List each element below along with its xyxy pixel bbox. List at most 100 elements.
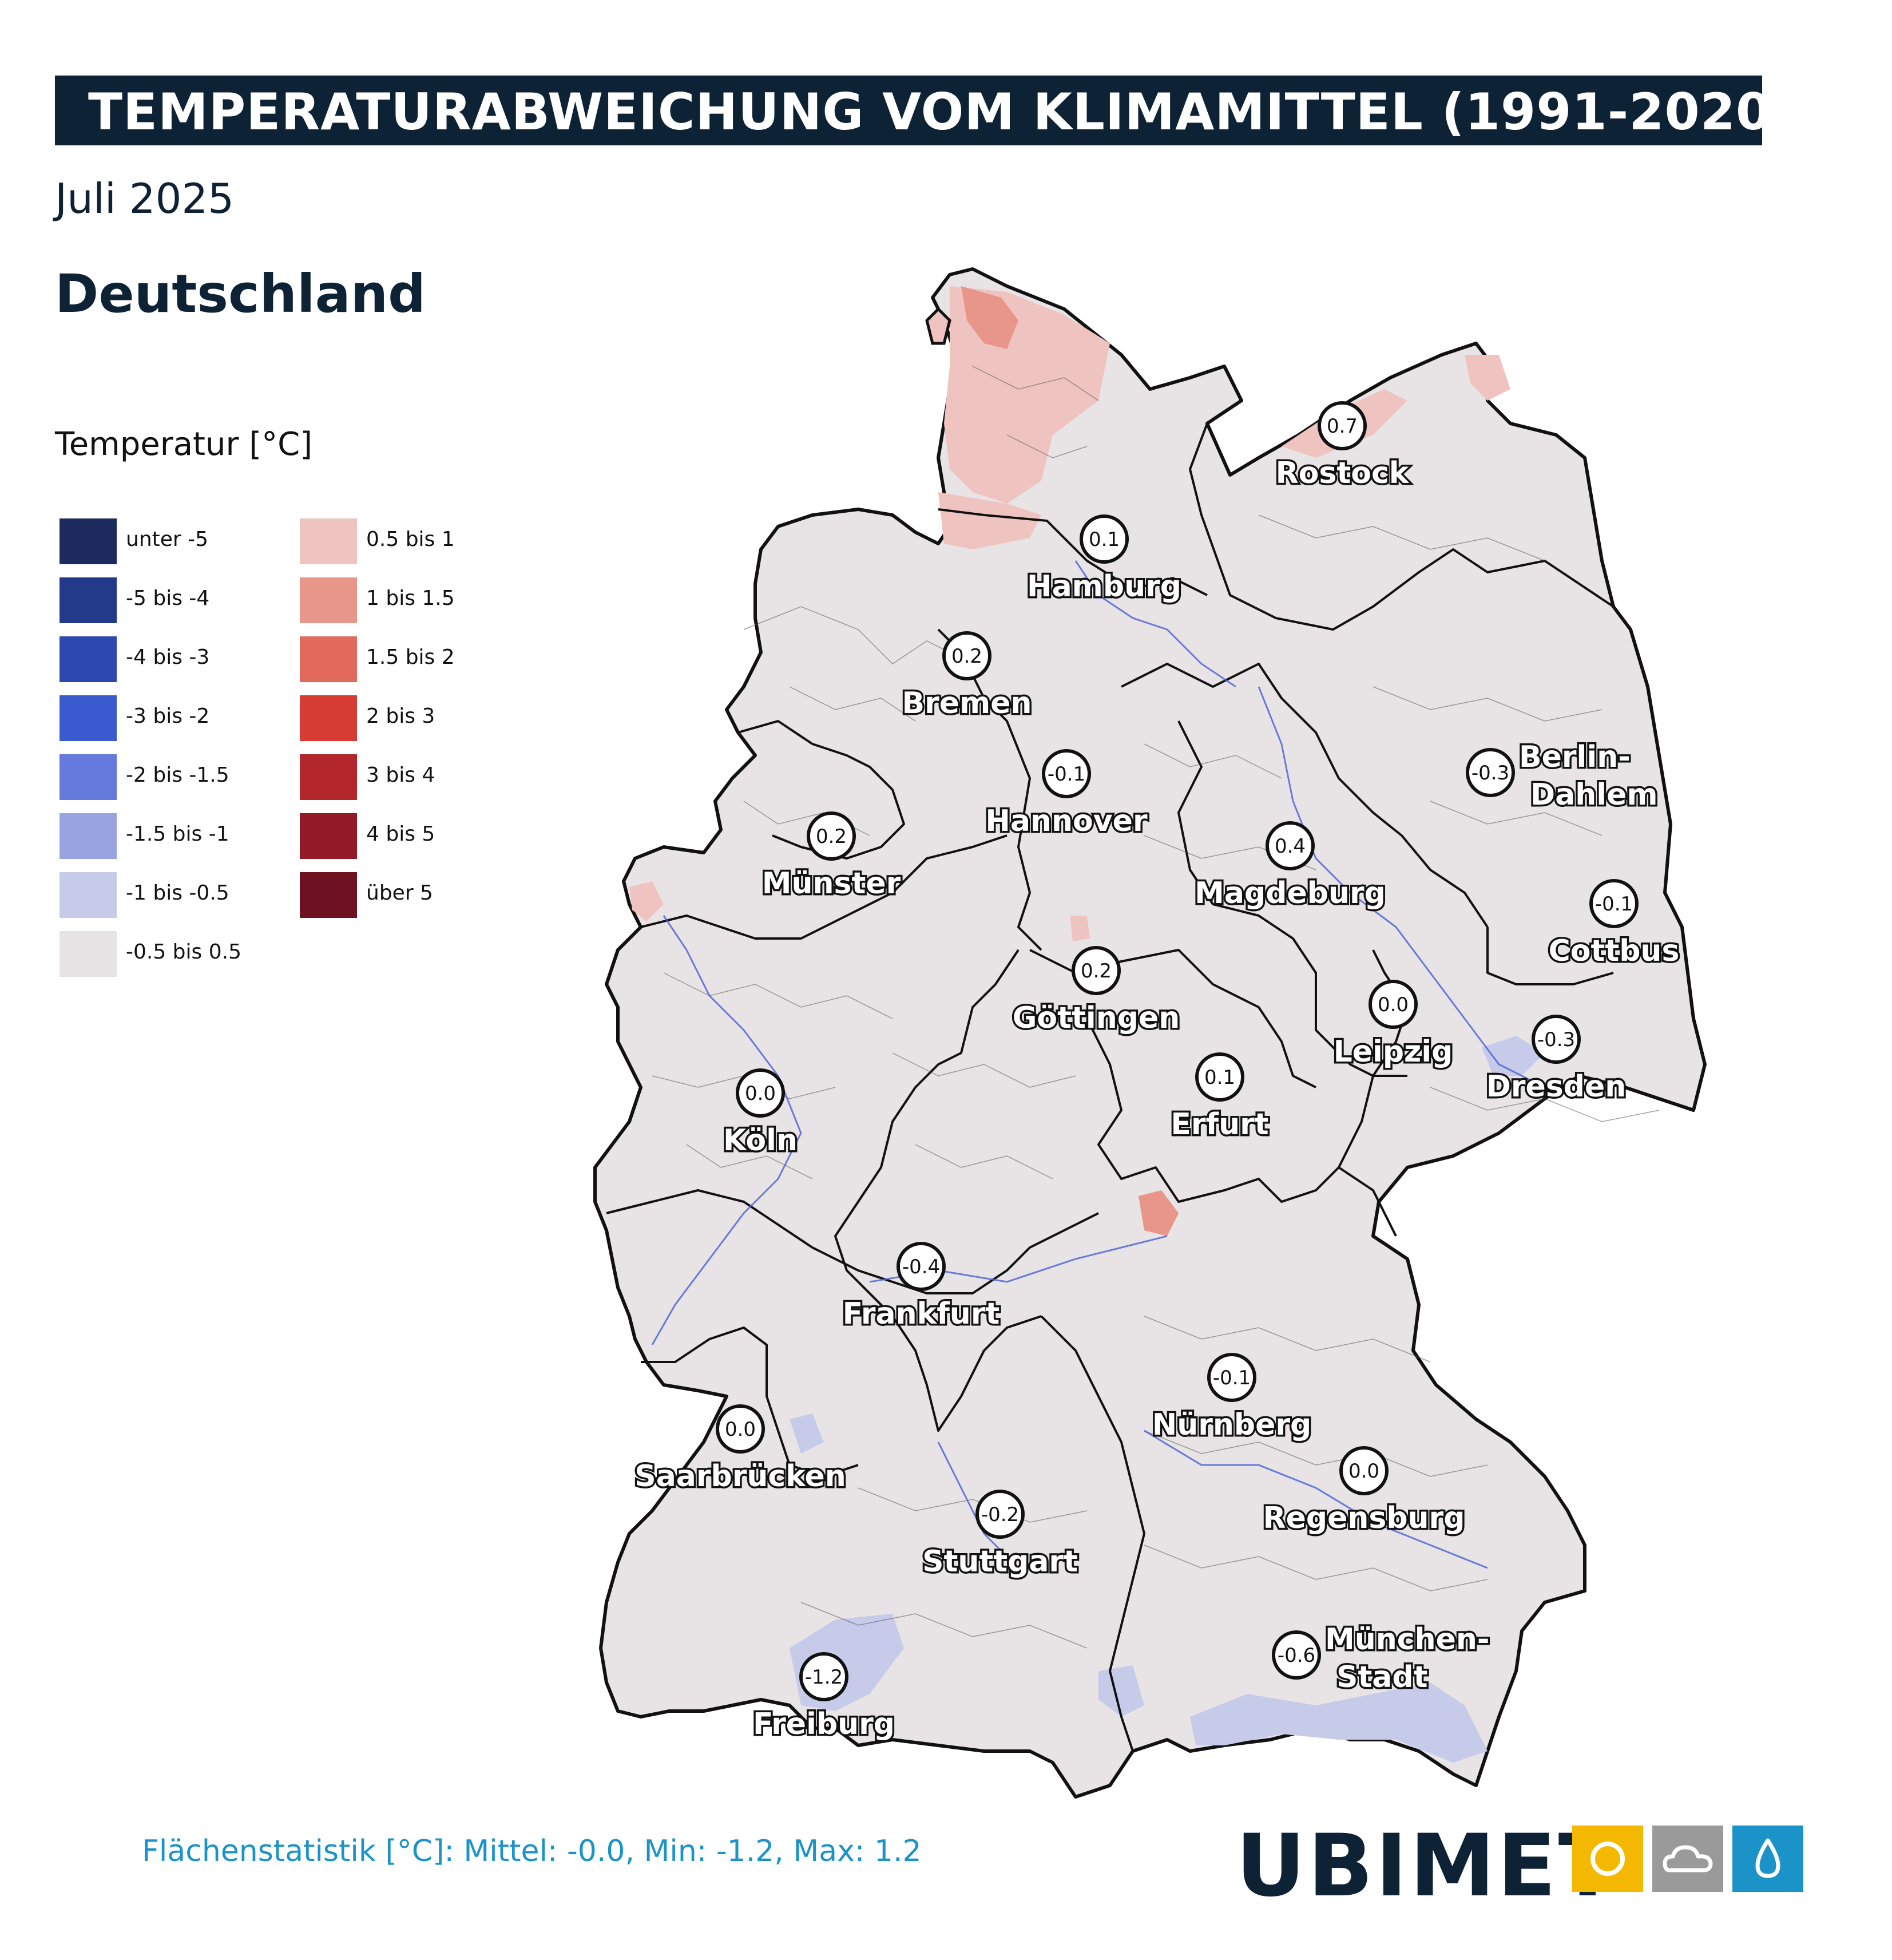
legend-swatch (300, 577, 357, 623)
legend-swatch (60, 577, 117, 623)
cool-area-allgaeu (1098, 1665, 1144, 1717)
city-value: 0.0 (1348, 1460, 1379, 1483)
city-marker-circle (1207, 1353, 1256, 1402)
city-label: Münster (762, 866, 901, 901)
legend-swatch (60, 931, 117, 977)
city-label: Berlin- (1519, 740, 1631, 774)
city-label: Regensburg (1263, 1501, 1465, 1535)
city-label: Rostock (1276, 456, 1410, 490)
legend-label: unter -5 (126, 528, 209, 551)
city-value: -0.3 (1537, 1028, 1575, 1051)
city-marker-circle (975, 1490, 1025, 1539)
city-value: 0.7 (1327, 415, 1358, 438)
city-marker: -0.3 Berlin- Dahlem (1466, 738, 1660, 814)
legend-swatch (300, 636, 357, 682)
city-marker: -0.6 München-Stadt (1272, 1621, 1492, 1697)
city-marker: -0.2 Stuttgart (921, 1490, 1080, 1581)
legend-label: 1.5 bis 2 (366, 646, 455, 669)
legend-swatch (60, 872, 117, 918)
city-marker: 0.0 Leipzig (1331, 980, 1455, 1071)
legend-label: 2 bis 3 (366, 704, 435, 728)
city-marker-circle (1266, 821, 1315, 870)
legend-swatch (300, 518, 357, 564)
legend-swatch (300, 813, 357, 859)
city-marker-circle (1318, 401, 1367, 450)
warm-area-hot-north (961, 286, 1018, 349)
city-marker: -0.1 Nürnberg (1150, 1353, 1314, 1444)
city-label: Freiburg (753, 1707, 895, 1741)
city-marker-circle (1369, 980, 1418, 1029)
city-label: München- (1325, 1622, 1490, 1657)
legend-label: -2 bis -1.5 (126, 763, 229, 787)
city-value: 0.0 (725, 1418, 756, 1441)
area-statistics: Flächenstatistik [°C]: Mittel: -0.0, Min… (142, 1834, 922, 1868)
legend-label: -5 bis -4 (126, 587, 210, 610)
cool-area-dresden (1482, 1036, 1545, 1076)
legend-label: -1 bis -0.5 (126, 881, 229, 905)
city-marker: 0.4 Magdeburg (1193, 821, 1387, 913)
legend-swatch (60, 636, 117, 682)
legend-label: -1.5 bis -1 (126, 822, 229, 846)
period-subtitle: Juli 2025 (55, 175, 234, 223)
city-marker: -0.4 Frankfurt (840, 1242, 1002, 1333)
sun-icon (1572, 1826, 1643, 1892)
cloud-icon (1652, 1826, 1723, 1892)
city-label: Göttingen (1013, 1001, 1180, 1035)
cool-area-alps (1190, 1682, 1488, 1763)
city-marker: 0.2 Göttingen (1010, 946, 1182, 1038)
region-title: Deutschland (55, 263, 426, 324)
legend-swatch (60, 695, 117, 741)
city-value: -0.1 (1048, 763, 1085, 786)
city-marker: 0.0 Regensburg (1261, 1446, 1467, 1538)
city-marker: 0.2 Bremen (900, 631, 1034, 723)
city-marker: -0.3 Dresden (1484, 1015, 1628, 1106)
city-label: Bremen (902, 686, 1032, 720)
legend-label: 0.5 bis 1 (366, 528, 455, 551)
page-title: TEMPERATURABWEICHUNG VOM KLIMAMITTEL (19… (88, 82, 1795, 141)
city-marker-circle (1466, 748, 1515, 797)
city-marker: 0.0 Saarbrücken (633, 1404, 848, 1496)
warm-area-harz (1070, 916, 1090, 941)
city-marker-circle (897, 1242, 946, 1291)
city-label-line2: Dahlem (1530, 778, 1658, 812)
city-value: -0.6 (1278, 1644, 1315, 1667)
legend-swatch (60, 754, 117, 800)
city-marker: -0.1 Hannover (983, 749, 1149, 841)
city-marker-circle (736, 1068, 785, 1118)
raindrop-icon (1732, 1826, 1803, 1892)
district-borders (652, 366, 1660, 1649)
city-marker: 0.2 Münster (760, 811, 903, 903)
city-label: Frankfurt (843, 1297, 1000, 1331)
germany-landmass (593, 267, 1707, 1799)
city-marker-circle (1589, 879, 1639, 928)
city-marker-circle (716, 1404, 765, 1454)
city-label: Cottbus (1549, 934, 1680, 968)
city-value: 0.1 (1089, 528, 1120, 551)
legend-label: -3 bis -2 (126, 704, 210, 728)
city-value: -0.3 (1471, 762, 1509, 785)
city-markers: 0.7 Rostock 0.1 Hamburg 0.2 Bremen -0.1 Hannove… (633, 401, 1681, 1744)
city-marker: 0.1 Erfurt (1169, 1052, 1271, 1144)
warm-area-ruegen (1465, 355, 1510, 401)
city-marker: 0.1 Hamburg (1025, 514, 1183, 606)
city-marker-circle (1339, 1446, 1389, 1495)
brand-logo: UBIMET (1236, 1816, 1619, 1916)
city-marker: 0.0 Köln (721, 1068, 799, 1160)
city-value: 0.2 (1081, 960, 1112, 983)
title-bar: TEMPERATURABWEICHUNG VOM KLIMAMITTEL (19… (55, 76, 1794, 145)
city-value: -0.1 (1213, 1367, 1251, 1389)
legend-swatch (60, 518, 117, 564)
city-marker-circle (799, 1652, 848, 1701)
legend-label: 4 bis 5 (366, 822, 435, 846)
city-label: Hannover (985, 804, 1148, 838)
legend-title: Temperatur [°C] (55, 426, 313, 463)
city-label: Magdeburg (1195, 876, 1386, 910)
city-label: Dresden (1486, 1070, 1627, 1104)
legend-label: -0.5 bis 0.5 (126, 940, 241, 964)
city-marker: 0.7 Rostock (1274, 401, 1411, 493)
city-value: 0.0 (745, 1082, 776, 1105)
cool-area-saar (790, 1413, 824, 1454)
legend-label: 1 bis 1.5 (366, 587, 455, 610)
coast-islands (925, 307, 951, 345)
